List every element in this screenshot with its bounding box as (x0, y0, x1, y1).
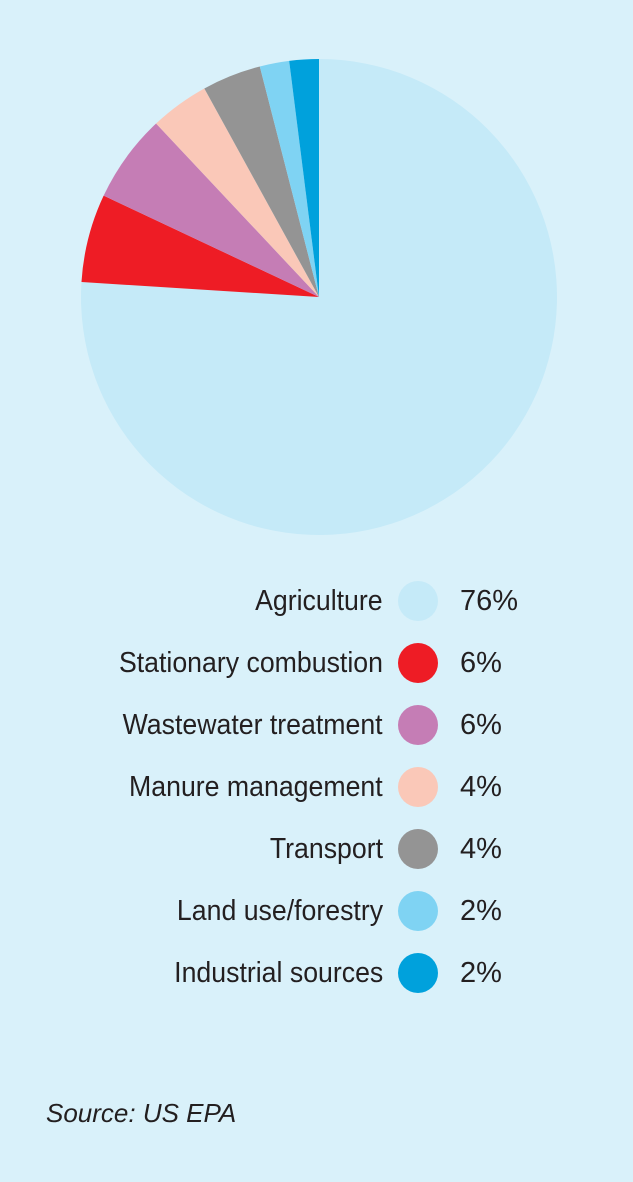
legend-item-transport: Transport 4% (0, 818, 633, 880)
legend-swatch (398, 891, 438, 931)
pie-slice-industrial-sources (289, 59, 319, 297)
legend-value: 4% (460, 833, 502, 865)
legend-label: Manure management (129, 771, 383, 803)
pie-slice-transport (204, 66, 319, 297)
legend-label: Land use/forestry (176, 895, 383, 927)
legend-swatch (398, 767, 438, 807)
pie-chart (81, 59, 558, 536)
legend-label: Transport (269, 833, 383, 865)
legend-value: 6% (460, 647, 502, 679)
legend-value: 2% (460, 895, 502, 927)
legend-swatch (398, 829, 438, 869)
pie-slice-manure-management (156, 88, 319, 297)
legend-label: Agriculture (255, 585, 383, 617)
legend-value: 2% (460, 957, 502, 989)
legend-item-land-use-forestry: Land use/forestry 2% (0, 880, 633, 942)
legend-label: Stationary combustion (119, 647, 383, 679)
pie-slice-agriculture (81, 59, 558, 536)
legend-item-industrial-sources: Industrial sources 2% (0, 942, 633, 1004)
legend-value: 76% (460, 585, 519, 617)
legend-value: 6% (460, 709, 502, 741)
legend-value: 4% (460, 771, 502, 803)
legend-swatch (398, 581, 438, 621)
pie-slice-stationary-combustion (81, 195, 319, 297)
source-note: Source: US EPA (46, 1098, 237, 1128)
legend-item-agriculture: Agriculture 76% (0, 570, 633, 632)
legend-swatch (398, 705, 438, 745)
legend-item-wastewater-treatment: Wastewater treatment 6% (0, 694, 633, 756)
pie-slice-wastewater-treatment (103, 123, 320, 297)
legend-swatch (398, 953, 438, 993)
legend-label: Wastewater treatment (123, 709, 383, 741)
legend-swatch (398, 643, 438, 683)
legend-item-stationary-combustion: Stationary combustion 6% (0, 632, 633, 694)
legend-label: Industrial sources (173, 957, 383, 989)
legend-item-manure-management: Manure management 4% (0, 756, 633, 818)
pie-slice-land-use-forestry (259, 60, 319, 297)
